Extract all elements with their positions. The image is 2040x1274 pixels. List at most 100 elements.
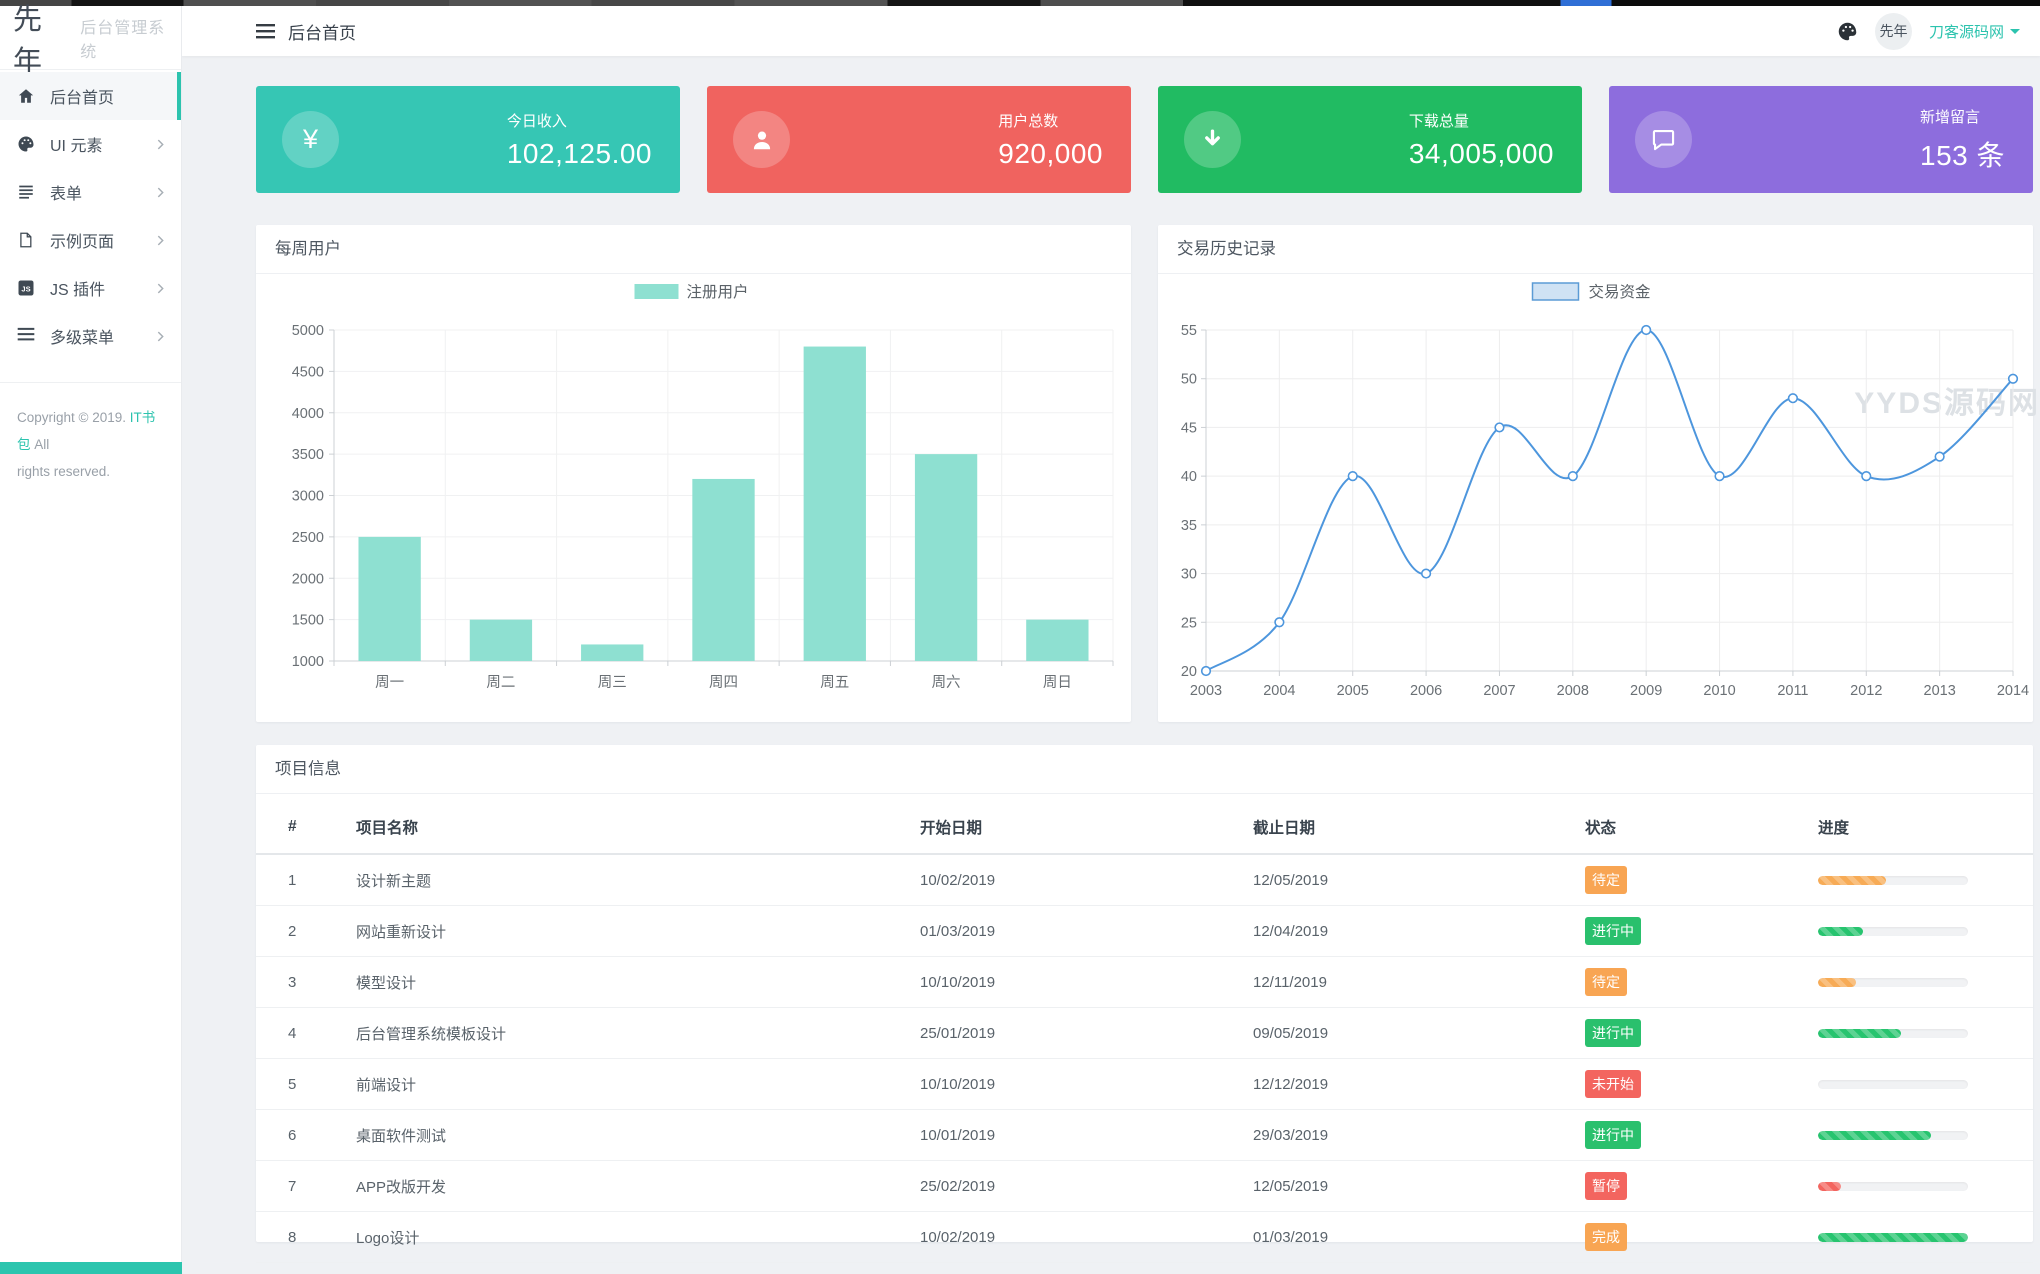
user-menu[interactable]: 刀客源码网 bbox=[1929, 21, 2020, 42]
project-name: 设计新主题 bbox=[356, 854, 920, 906]
sidebar-item-menu-lines[interactable]: 多级菜单 bbox=[0, 312, 181, 360]
row-num: 3 bbox=[256, 956, 356, 1008]
row-num: 7 bbox=[256, 1160, 356, 1212]
progress-bar bbox=[1818, 1079, 1968, 1089]
sidebar: 先年 后台管理系统 后台首页 UI 元素 表单示例页面 JS JS 插件多级菜单 Cop… bbox=[0, 4, 182, 1274]
svg-text:40: 40 bbox=[1181, 469, 1197, 485]
copyright-brand: IT书包 bbox=[17, 410, 156, 452]
svg-text:周五: 周五 bbox=[820, 675, 849, 691]
app-logo[interactable]: 先年 后台管理系统 bbox=[0, 4, 181, 78]
yen-icon: ¥ bbox=[282, 111, 339, 168]
avatar[interactable]: 先年 bbox=[1874, 12, 1912, 50]
start-date: 25/02/2019 bbox=[920, 1160, 1253, 1212]
theme-palette-icon[interactable] bbox=[1837, 21, 1858, 42]
progress-fill bbox=[1818, 977, 1856, 987]
sidebar-item-palette[interactable]: UI 元素 bbox=[0, 120, 181, 168]
user-icon bbox=[733, 111, 790, 168]
stat-card-label: 今日收入 bbox=[506, 112, 567, 130]
svg-text:50: 50 bbox=[1181, 372, 1197, 388]
palette-icon bbox=[17, 135, 35, 153]
avatar-text: 先年 bbox=[1879, 23, 1908, 39]
svg-text:2007: 2007 bbox=[1483, 683, 1515, 699]
project-info-title: 项目信息 bbox=[256, 745, 2033, 794]
user-name: 刀客源码网 bbox=[1928, 23, 2004, 41]
weekly-users-title: 每周用户 bbox=[256, 225, 1131, 274]
sidebar-nav: 后台首页 UI 元素 表单示例页面 JS JS 插件多级菜单 bbox=[0, 72, 181, 360]
sidebar-item-file[interactable]: 示例页面 bbox=[0, 216, 181, 264]
column-header: 截止日期 bbox=[1253, 803, 1585, 855]
sidebar-item-label: 示例页面 bbox=[50, 234, 115, 251]
watermark: YYDS源码网 bbox=[1854, 387, 2040, 420]
svg-text:2010: 2010 bbox=[1703, 683, 1735, 699]
table-row: 2 网站重新设计 01/03/2019 12/04/2019 进行中 bbox=[256, 905, 2033, 957]
svg-text:30: 30 bbox=[1181, 567, 1197, 583]
main-content: ¥ 今日收入 102,125.00 用户总数 920,000 下载总量 34,0… bbox=[182, 56, 2040, 1274]
progress-bar bbox=[1818, 977, 1968, 987]
progress-fill bbox=[1818, 875, 1886, 885]
form-lines-icon bbox=[17, 183, 35, 201]
start-date: 10/10/2019 bbox=[920, 1058, 1253, 1110]
stat-card-value: 34,005,000 bbox=[1408, 137, 1554, 169]
progress-fill bbox=[1818, 1232, 1968, 1242]
stat-cards-row: ¥ 今日收入 102,125.00 用户总数 920,000 下载总量 34,0… bbox=[256, 86, 2033, 193]
js-icon: JS bbox=[17, 279, 35, 297]
line-chart: YYDS源码网 20 25 30 35 40 45 50 55 2003 2004 2005 2006… bbox=[1158, 274, 2038, 721]
sidebar-item-label: JS 插件 bbox=[50, 282, 106, 299]
chevron-right-icon bbox=[155, 331, 166, 342]
svg-text:周二: 周二 bbox=[486, 675, 515, 691]
chevron-right-icon bbox=[155, 283, 166, 294]
sidebar-item-form-lines[interactable]: 表单 bbox=[0, 168, 181, 216]
svg-text:2012: 2012 bbox=[1850, 683, 1882, 699]
sidebar-item-home[interactable]: 后台首页 bbox=[0, 72, 181, 120]
chevron-right-icon bbox=[155, 235, 166, 246]
svg-text:JS: JS bbox=[21, 284, 30, 293]
svg-text:周六: 周六 bbox=[932, 674, 961, 691]
svg-text:20: 20 bbox=[1181, 664, 1197, 680]
progress-bar bbox=[1818, 1181, 1968, 1191]
stat-card-yen: ¥ 今日收入 102,125.00 bbox=[256, 86, 680, 193]
project-name: 桌面软件测试 bbox=[356, 1109, 920, 1161]
end-date: 12/11/2019 bbox=[1253, 956, 1585, 1008]
svg-text:周三: 周三 bbox=[598, 675, 627, 691]
table-header-row: # 项目名称 开始日期 截止日期 状态 进度 bbox=[256, 803, 2033, 855]
bar-chart: 1000 1500 2000 2500 3000 3500 4000 4500 5000 周一 周二… bbox=[256, 274, 1131, 721]
svg-text:1500: 1500 bbox=[292, 613, 324, 629]
svg-text:4000: 4000 bbox=[292, 406, 324, 422]
row-num: 6 bbox=[256, 1109, 356, 1161]
stat-card-user: 用户总数 920,000 bbox=[707, 86, 1131, 193]
progress-fill bbox=[1818, 1130, 1931, 1140]
progress-bar bbox=[1818, 1232, 1968, 1242]
svg-text:2011: 2011 bbox=[1777, 683, 1808, 699]
svg-text:25: 25 bbox=[1181, 615, 1197, 631]
stat-card-value: 920,000 bbox=[998, 137, 1103, 169]
trade-history-title: 交易历史记录 bbox=[1158, 225, 2033, 274]
svg-text:注册用户: 注册用户 bbox=[687, 283, 749, 301]
row-num: 2 bbox=[256, 905, 356, 957]
status-badge: 进行中 bbox=[1585, 917, 1641, 945]
line-legend[interactable]: 交易资金 bbox=[1531, 282, 1652, 301]
progress-fill bbox=[1818, 926, 1863, 936]
chevron-down-icon bbox=[2010, 28, 2020, 34]
sidebar-item-js[interactable]: JS JS 插件 bbox=[0, 264, 181, 312]
svg-text:2008: 2008 bbox=[1557, 683, 1589, 699]
project-table: # 项目名称 开始日期 截止日期 状态 进度 1 设计新主题 10/02/2019 12/05/… bbox=[256, 803, 2033, 1263]
svg-text:45: 45 bbox=[1181, 420, 1197, 436]
stat-card-label: 新增留言 bbox=[1920, 108, 1981, 126]
breadcrumb: 后台首页 bbox=[288, 23, 356, 43]
svg-text:55: 55 bbox=[1181, 323, 1197, 339]
bar-legend[interactable]: 注册用户 bbox=[634, 283, 749, 301]
svg-text:2006: 2006 bbox=[1410, 683, 1442, 699]
stat-card-label: 下载总量 bbox=[1408, 112, 1469, 130]
svg-text:2005: 2005 bbox=[1337, 683, 1369, 699]
row-num: 4 bbox=[256, 1007, 356, 1059]
start-date: 10/10/2019 bbox=[920, 956, 1253, 1008]
sidebar-divider bbox=[0, 382, 181, 383]
copyright: Copyright © 2019. IT书包 All rights reserv… bbox=[17, 410, 156, 479]
svg-text:5000: 5000 bbox=[292, 323, 324, 339]
table-row: 1 设计新主题 10/02/2019 12/05/2019 待定 bbox=[256, 854, 2033, 906]
progress-bar bbox=[1818, 926, 1968, 936]
progress-fill bbox=[1818, 1028, 1901, 1038]
status-badge: 完成 bbox=[1585, 1223, 1627, 1251]
menu-lines-icon bbox=[17, 327, 35, 345]
sidebar-toggle-icon[interactable] bbox=[256, 23, 275, 39]
